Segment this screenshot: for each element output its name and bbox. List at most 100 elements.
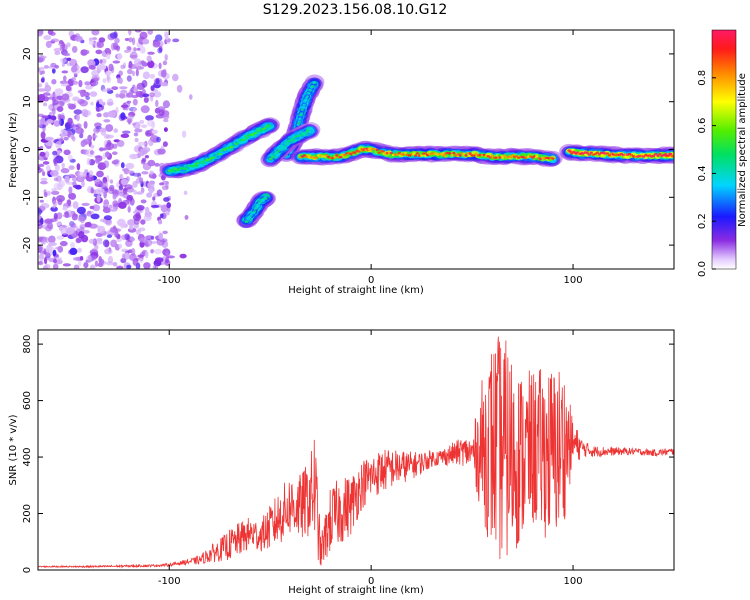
ridge-mark	[377, 151, 381, 154]
noise-blob	[179, 253, 187, 259]
noise-blob	[159, 41, 164, 47]
noise-blob	[89, 223, 98, 229]
noise-blob	[58, 180, 66, 188]
ridge-mark	[305, 95, 309, 98]
noise-blob	[54, 164, 60, 172]
noise-blob	[139, 119, 145, 124]
ridge-mark	[389, 151, 393, 155]
noise-blob	[40, 203, 50, 209]
noise-blob	[165, 256, 170, 264]
noise-blob	[142, 162, 152, 171]
ridge-mark	[298, 117, 302, 120]
x-tick-label: 0	[368, 576, 374, 587]
noise-blob	[47, 30, 54, 35]
noise-blob	[73, 109, 83, 115]
noise-blob	[128, 37, 133, 43]
noise-blob	[172, 73, 179, 82]
noise-blob	[137, 141, 147, 146]
noise-blob	[112, 151, 118, 155]
noise-blob	[66, 42, 71, 48]
ridge-mark	[297, 122, 301, 125]
noise-blob	[140, 105, 150, 114]
noise-blob	[45, 165, 51, 172]
noise-blob	[62, 206, 68, 211]
noise-blob	[105, 53, 111, 60]
noise-blob	[95, 157, 101, 164]
noise-blob	[118, 191, 125, 197]
ridge-mark	[299, 134, 304, 137]
noise-blob	[95, 187, 105, 195]
noise-blob	[120, 257, 127, 264]
ridge-mark	[381, 150, 385, 153]
noise-blob	[162, 60, 168, 66]
noise-blob	[38, 83, 43, 88]
noise-blob	[89, 91, 98, 97]
noise-blob	[113, 159, 120, 164]
noise-blob	[95, 126, 102, 130]
noise-blob	[126, 92, 129, 97]
noise-blob	[110, 42, 116, 51]
noise-blob	[114, 37, 120, 44]
ridge-mark	[535, 155, 539, 158]
noise-blob	[42, 171, 46, 177]
noise-blob	[103, 160, 110, 168]
ridge-mark	[343, 153, 347, 157]
noise-blob	[163, 127, 168, 132]
noise-blob	[115, 45, 121, 52]
ridge-mark	[589, 151, 593, 154]
noise-blob	[55, 259, 63, 265]
noise-blob	[84, 169, 89, 173]
y-tick-label: -10	[22, 189, 33, 205]
noise-blob	[154, 257, 164, 263]
noise-blob	[39, 151, 46, 157]
noise-blob	[106, 101, 114, 106]
noise-blob	[143, 262, 151, 269]
snr-frame	[37, 329, 675, 571]
noise-blob	[112, 60, 121, 64]
noise-blob	[72, 181, 77, 187]
ridge-mark	[246, 217, 250, 220]
noise-blob	[114, 230, 119, 236]
noise-blob	[132, 70, 135, 77]
noise-blob	[145, 206, 150, 214]
noise-blob	[166, 202, 171, 209]
noise-blob	[121, 248, 129, 253]
noise-blob	[86, 210, 92, 217]
noise-blob	[158, 234, 164, 240]
noise-blob	[147, 183, 155, 188]
noise-blob	[59, 240, 68, 247]
ridge-mark	[551, 157, 555, 160]
ridge-mark	[587, 153, 591, 156]
noise-blob	[106, 75, 112, 84]
noise-blob	[76, 163, 81, 171]
noise-blob	[52, 204, 56, 209]
noise-blob	[127, 118, 132, 125]
noise-blob	[107, 255, 114, 264]
noise-blob	[78, 80, 83, 88]
noise-blob	[58, 225, 64, 231]
noise-blob	[139, 177, 144, 184]
noise-blob	[109, 179, 114, 184]
ridge-mark	[440, 152, 444, 155]
noise-blob	[117, 77, 121, 84]
noise-blob	[75, 127, 84, 134]
ridge-mark	[297, 120, 301, 123]
noise-blob	[105, 151, 110, 158]
noise-blob	[133, 86, 138, 93]
ridge-mark	[313, 81, 317, 84]
ridge-mark	[652, 154, 656, 157]
noise-blob	[70, 241, 75, 249]
noise-blob	[143, 214, 152, 222]
noise-blob	[126, 264, 132, 269]
noise-blob	[51, 188, 57, 192]
noise-blob	[107, 110, 117, 118]
noise-blob	[88, 65, 96, 70]
snr-ticks: -100 0 100 0 200 400 600 800	[22, 330, 674, 587]
noise-blob	[158, 62, 162, 69]
noise-blob	[106, 234, 112, 238]
noise-blob	[81, 109, 89, 117]
noise-blob	[47, 119, 54, 124]
ridge-mark	[339, 155, 343, 159]
